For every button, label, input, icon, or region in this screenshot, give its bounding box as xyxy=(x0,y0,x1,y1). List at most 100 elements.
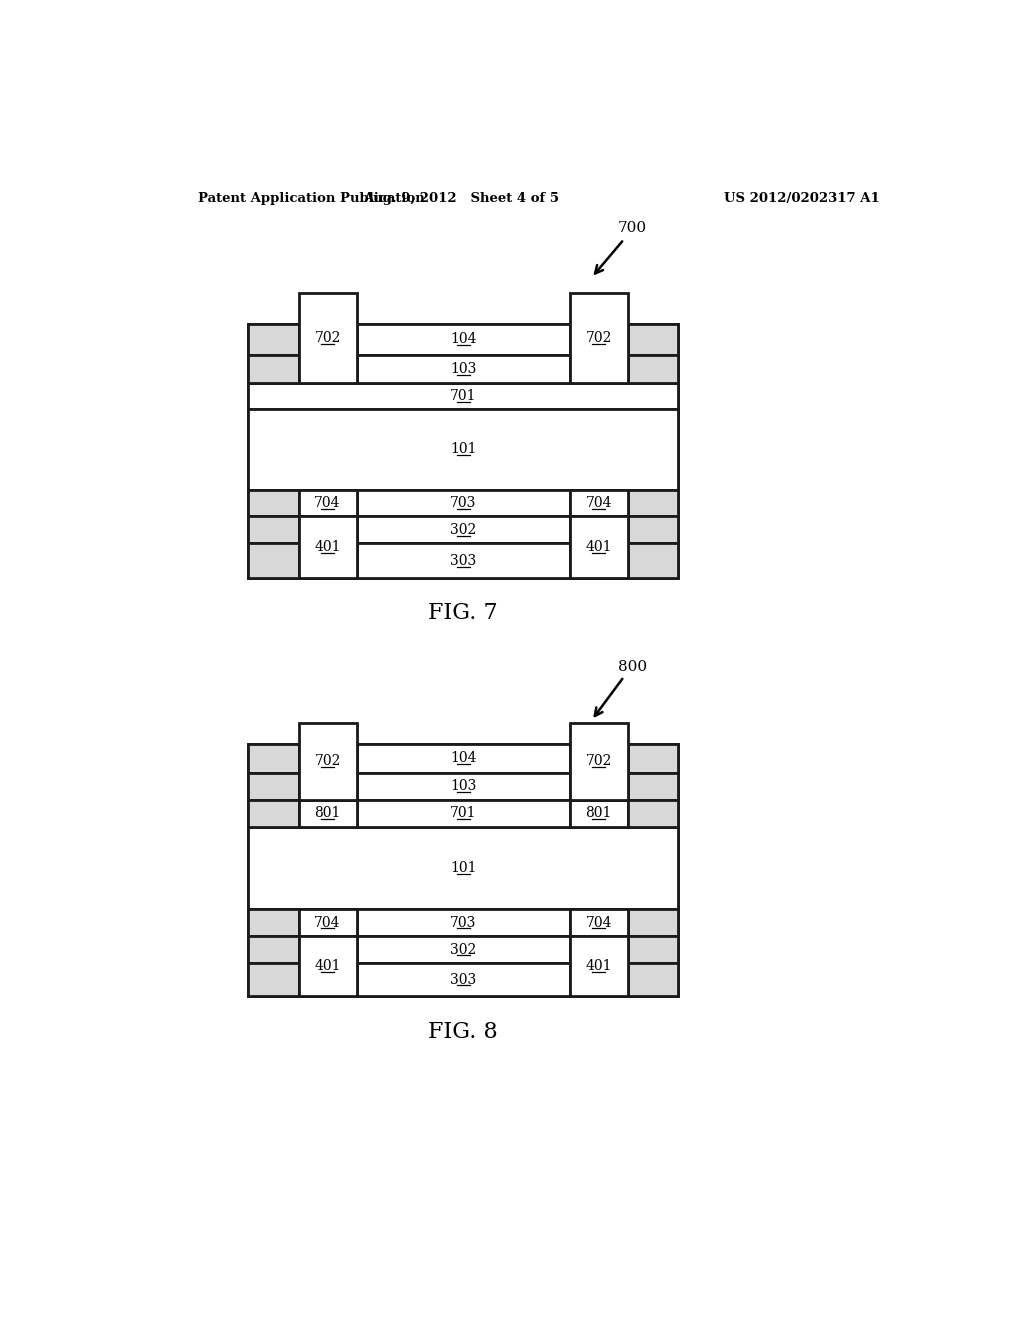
Bar xyxy=(299,909,356,936)
Bar xyxy=(248,516,299,544)
Bar xyxy=(248,490,299,516)
Bar xyxy=(356,936,569,964)
Bar xyxy=(569,490,628,516)
Bar xyxy=(569,516,628,544)
Bar xyxy=(356,743,569,774)
Bar xyxy=(356,516,569,544)
Bar xyxy=(299,936,356,964)
Bar xyxy=(299,544,356,578)
Bar xyxy=(628,800,678,826)
Bar xyxy=(299,355,356,383)
Text: 104: 104 xyxy=(450,751,476,766)
Bar xyxy=(248,355,299,383)
Bar xyxy=(628,964,678,997)
Bar xyxy=(248,826,678,909)
Bar xyxy=(569,936,628,964)
Bar xyxy=(248,323,299,355)
Bar xyxy=(569,293,628,383)
Bar xyxy=(569,936,628,997)
Text: 401: 401 xyxy=(586,540,612,554)
Text: 401: 401 xyxy=(314,540,341,554)
Bar xyxy=(569,544,628,578)
Bar xyxy=(248,964,299,997)
Bar xyxy=(248,743,299,774)
Bar xyxy=(628,355,678,383)
Text: 700: 700 xyxy=(617,220,647,235)
Text: 302: 302 xyxy=(451,942,476,957)
Text: 302: 302 xyxy=(451,523,476,537)
Text: 103: 103 xyxy=(450,779,476,793)
Bar xyxy=(356,544,569,578)
Bar xyxy=(248,323,678,578)
Bar xyxy=(356,774,569,800)
Bar xyxy=(299,800,356,826)
Bar xyxy=(299,909,356,936)
Text: 303: 303 xyxy=(451,553,476,568)
Bar xyxy=(248,774,299,800)
Bar xyxy=(299,490,356,516)
Bar xyxy=(299,964,356,997)
Bar xyxy=(569,355,628,383)
Text: 702: 702 xyxy=(586,754,612,768)
Bar xyxy=(299,743,356,774)
Bar xyxy=(299,323,356,355)
Bar xyxy=(569,964,628,997)
Bar xyxy=(569,323,628,355)
Text: 801: 801 xyxy=(586,807,612,820)
Bar xyxy=(628,544,678,578)
Bar xyxy=(299,490,356,516)
Text: 703: 703 xyxy=(450,496,476,510)
Text: 101: 101 xyxy=(450,442,476,457)
Text: Patent Application Publication: Patent Application Publication xyxy=(198,191,425,205)
Text: 704: 704 xyxy=(586,916,612,929)
Text: 701: 701 xyxy=(450,389,476,403)
Text: 704: 704 xyxy=(586,496,612,510)
Bar xyxy=(628,774,678,800)
Text: 704: 704 xyxy=(314,916,341,929)
Bar xyxy=(248,409,678,490)
Text: Aug. 9, 2012   Sheet 4 of 5: Aug. 9, 2012 Sheet 4 of 5 xyxy=(364,191,559,205)
Bar xyxy=(569,800,628,826)
Bar xyxy=(248,800,299,826)
Text: FIG. 8: FIG. 8 xyxy=(428,1022,498,1043)
Bar xyxy=(299,936,356,997)
Bar xyxy=(299,723,356,800)
Text: 702: 702 xyxy=(314,331,341,346)
Text: 401: 401 xyxy=(314,960,341,973)
Text: FIG. 7: FIG. 7 xyxy=(428,602,498,624)
Bar xyxy=(569,516,628,578)
Bar xyxy=(248,936,299,964)
Bar xyxy=(299,516,356,578)
Bar xyxy=(356,964,569,997)
Bar xyxy=(569,743,628,774)
Bar xyxy=(628,323,678,355)
Text: 401: 401 xyxy=(586,960,612,973)
Text: 703: 703 xyxy=(450,916,476,929)
Text: US 2012/0202317 A1: US 2012/0202317 A1 xyxy=(724,191,880,205)
Bar xyxy=(628,516,678,544)
Text: 801: 801 xyxy=(314,807,341,820)
Bar xyxy=(248,743,678,997)
Text: 702: 702 xyxy=(586,331,612,346)
Bar xyxy=(569,909,628,936)
Bar xyxy=(356,323,569,355)
Bar xyxy=(299,774,356,800)
Bar xyxy=(356,355,569,383)
Text: 101: 101 xyxy=(450,861,476,875)
Text: 104: 104 xyxy=(450,333,476,346)
Bar xyxy=(299,293,356,383)
Text: 702: 702 xyxy=(314,754,341,768)
Text: 303: 303 xyxy=(451,973,476,986)
Text: 800: 800 xyxy=(617,660,647,673)
Bar xyxy=(628,909,678,936)
Bar xyxy=(356,909,569,936)
Bar xyxy=(628,936,678,964)
Bar xyxy=(248,544,299,578)
Bar xyxy=(248,909,299,936)
Bar xyxy=(569,723,628,800)
Bar xyxy=(569,490,628,516)
Text: 701: 701 xyxy=(450,807,476,820)
Bar xyxy=(299,516,356,544)
Bar xyxy=(248,383,678,409)
Bar xyxy=(569,909,628,936)
